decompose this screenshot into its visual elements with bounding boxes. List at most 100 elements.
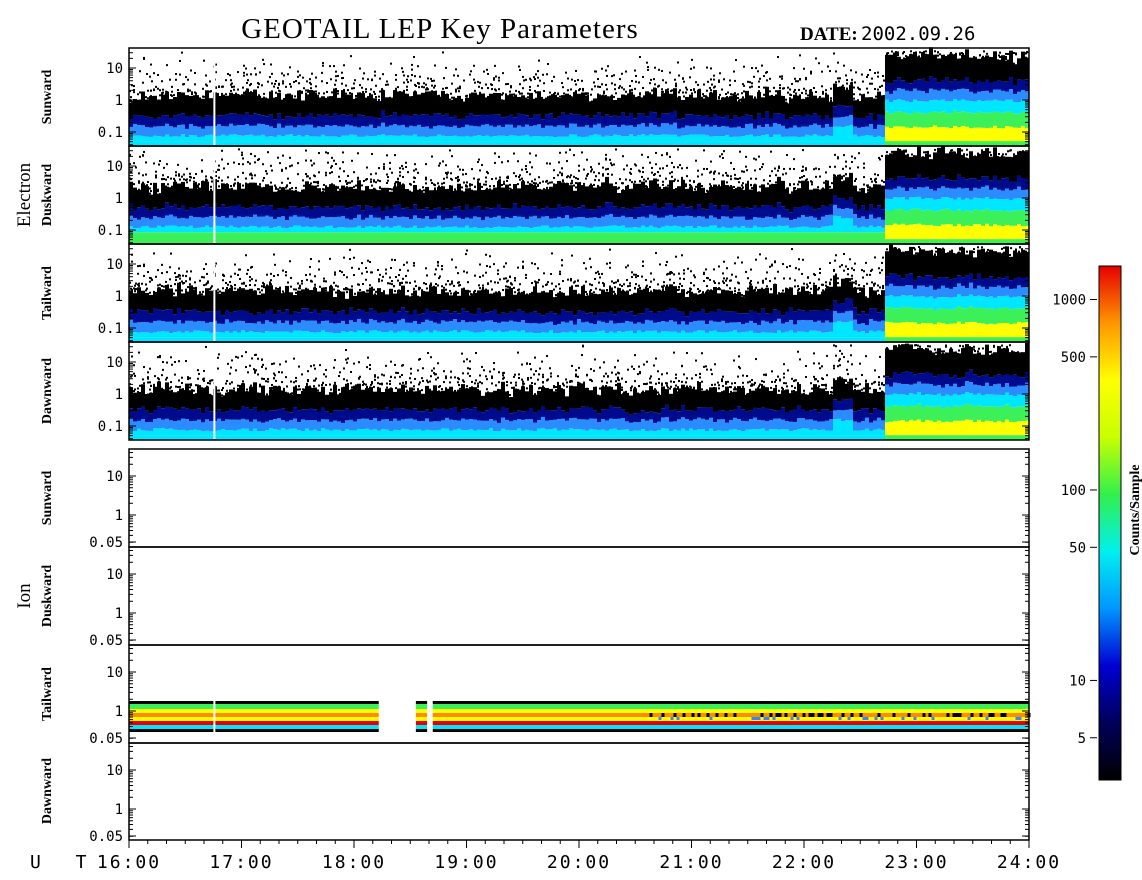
electron-count-dot: [558, 161, 560, 164]
electron-flux-cell: [377, 101, 381, 119]
electron-count-dot: [805, 78, 807, 81]
electron-flux-cell: [985, 100, 989, 113]
electron-flux-cell: [921, 224, 925, 240]
electron-count-dot: [626, 164, 628, 167]
electron-flux-cell: [249, 134, 253, 142]
electron-count-dot: [297, 173, 299, 176]
y-tick-label: 10: [106, 61, 123, 77]
electron-count-dot: [195, 289, 197, 292]
electron-flux-cell: [265, 226, 269, 233]
electron-flux-cell: [665, 187, 669, 204]
electron-flux-cell: [589, 135, 593, 142]
electron-count-dot: [337, 92, 339, 95]
electron-flux-cell: [617, 208, 621, 217]
electron-flux-cell: [925, 186, 929, 199]
electron-flux-cell: [141, 310, 145, 323]
electron-flux-cell: [325, 232, 329, 244]
electron-count-dot: [506, 176, 508, 179]
electron-count-dot: [495, 75, 497, 78]
electron-flux-cell: [781, 226, 785, 233]
electron-flux-cell: [853, 185, 857, 205]
electron-count-dot: [222, 279, 224, 282]
electron-flux-cell: [697, 183, 701, 205]
electron-count-dot: [471, 92, 473, 95]
electron-flux-cell: [261, 216, 265, 227]
electron-count-dot: [595, 175, 597, 178]
electron-flux-cell: [849, 84, 853, 106]
electron-flux-cell: [565, 127, 569, 137]
electron-count-dot: [501, 161, 503, 164]
electron-flux-cell: [173, 141, 177, 146]
electron-flux-cell: [177, 183, 181, 209]
electron-count-dot: [159, 193, 161, 196]
electron-count-dot: [706, 66, 708, 69]
electron-flux-cell: [817, 189, 821, 209]
electron-count-dot: [323, 183, 325, 186]
electron-flux-cell: [389, 135, 393, 142]
electron-flux-cell: [197, 320, 201, 331]
electron-flux-cell: [333, 185, 337, 206]
electron-count-dot: [246, 88, 248, 91]
electron-flux-cell: [345, 227, 349, 233]
electron-flux-cell: [329, 141, 333, 146]
electron-flux-cell: [189, 310, 193, 321]
electron-flux-cell: [665, 232, 669, 244]
electron-count-dot: [671, 161, 673, 164]
electron-flux-cell: [389, 309, 393, 323]
electron-flux-cell: [269, 285, 273, 310]
electron-flux-cell: [293, 141, 297, 146]
electron-count-dot: [571, 78, 573, 81]
electron-count-dot: [313, 287, 315, 290]
electron-flux-cell: [505, 232, 509, 244]
electron-flux-cell: [381, 312, 385, 322]
electron-flux-cell: [1021, 51, 1025, 80]
electron-count-dot: [351, 285, 353, 288]
electron-count-dot: [871, 180, 873, 183]
electron-count-dot: [170, 177, 172, 180]
electron-count-dot: [367, 96, 369, 99]
electron-flux-cell: [613, 186, 617, 207]
electron-count-dot: [247, 79, 249, 82]
electron-flux-cell: [877, 226, 881, 233]
electron-flux-cell: [513, 117, 517, 128]
electron-flux-cell: [445, 218, 449, 228]
electron-count-dot: [339, 180, 341, 183]
electron-count-dot: [145, 289, 147, 292]
electron-count-dot: [907, 153, 909, 156]
electron-flux-cell: [765, 124, 769, 135]
electron-flux-cell: [349, 94, 353, 115]
electron-flux-cell: [409, 209, 413, 220]
electron-flux-cell: [153, 332, 157, 338]
electron-count-dot: [139, 91, 141, 94]
electron-count-dot: [225, 282, 227, 285]
electron-flux-cell: [577, 232, 581, 244]
electron-flux-cell: [961, 226, 965, 240]
electron-flux-cell: [421, 227, 425, 233]
electron-flux-cell: [941, 239, 945, 244]
electron-count-dot: [867, 191, 869, 194]
electron-flux-cell: [769, 217, 773, 227]
electron-flux-cell: [209, 232, 213, 244]
electron-flux-cell: [237, 288, 241, 311]
electron-count-dot: [195, 181, 197, 184]
electron-count-dot: [263, 283, 265, 286]
electron-flux-cell: [413, 215, 417, 226]
electron-flux-cell: [681, 99, 685, 119]
electron-flux-cell: [957, 141, 961, 146]
electron-flux-cell: [353, 141, 357, 146]
electron-flux-cell: [361, 115, 365, 127]
electron-flux-cell: [241, 330, 245, 338]
electron-flux-cell: [953, 54, 957, 80]
electron-count-dot: [810, 72, 812, 75]
electron-flux-cell: [413, 91, 417, 115]
electron-count-dot: [822, 90, 824, 93]
electron-count-dot: [917, 56, 919, 59]
electron-flux-cell: [605, 226, 609, 233]
electron-flux-cell: [485, 115, 489, 125]
electron-flux-cell: [541, 216, 545, 226]
electron-flux-cell: [1005, 224, 1009, 240]
electron-count-dot: [163, 94, 165, 97]
electron-flux-cell: [481, 220, 485, 229]
electron-flux-cell: [425, 141, 429, 146]
electron-count-dot: [401, 281, 403, 284]
